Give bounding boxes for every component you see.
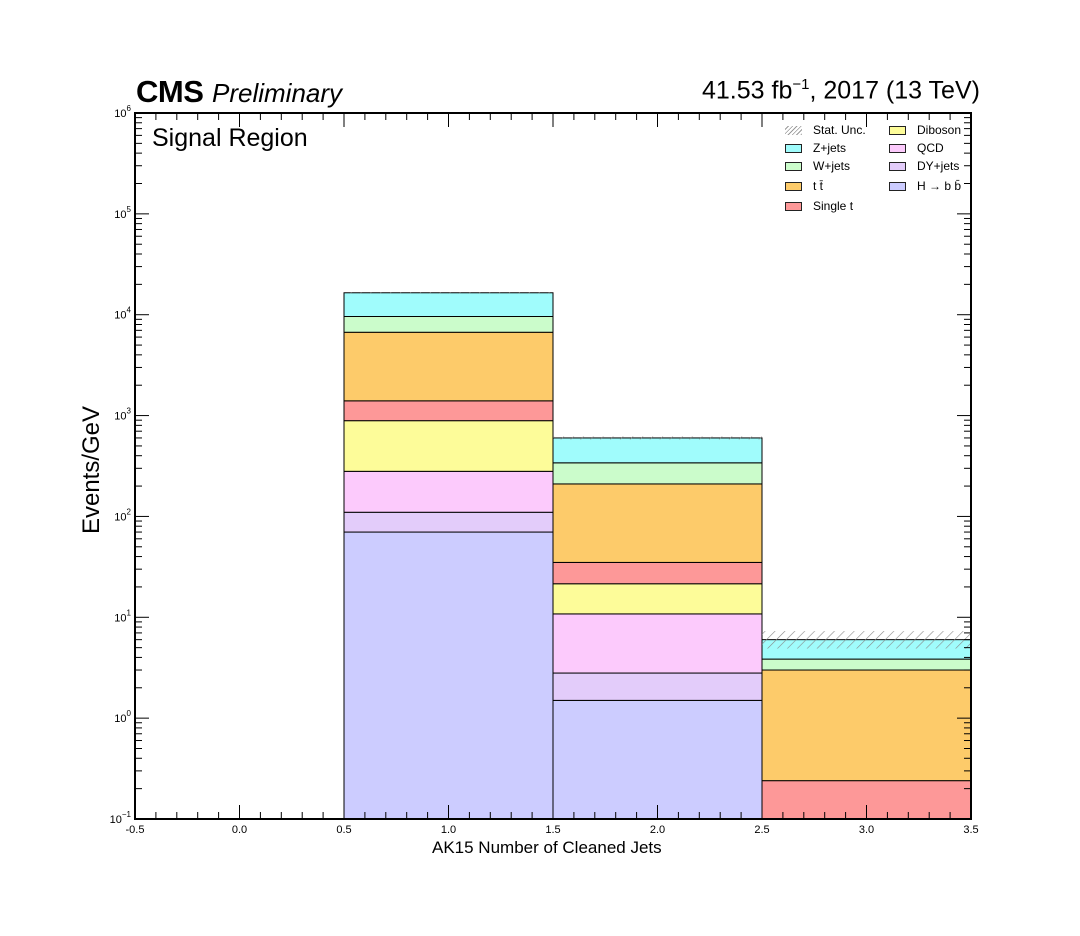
bar-single-t-bin-1 (343, 400, 554, 422)
x-axis-label: AK15 Number of Cleaned Jets (432, 838, 662, 857)
legend-item-diboson: Diboson (889, 123, 961, 137)
legend-label: Z+jets (813, 141, 847, 155)
y-tick-label: 103 (114, 407, 131, 423)
x-tick-label: 1.5 (545, 824, 560, 836)
region-label: Signal Region (152, 124, 308, 152)
bar-z-jets-bin-1 (343, 292, 554, 318)
legend-swatch (785, 201, 802, 211)
x-tick-label: 2.5 (754, 824, 769, 836)
bar-diboson-bin-1 (343, 420, 554, 472)
legend-swatch (889, 161, 906, 171)
x-tick-label: 0.0 (232, 824, 247, 836)
bar-single-t-bin-2 (552, 561, 763, 585)
lumi-rest: , 2017 (13 TeV) (809, 76, 980, 105)
bar-t-t-bin-3 (761, 669, 972, 782)
bar-w-jets-bin-3 (761, 658, 972, 671)
bar-diboson-bin-2 (552, 583, 763, 615)
legend-item-single-t: Single t (785, 199, 853, 213)
y-tick-label: 106 (114, 104, 131, 120)
legend-item-qcd: QCD (889, 141, 944, 155)
legend-label: Diboson (917, 123, 962, 137)
y-tick-label: 105 (114, 205, 131, 221)
bar-dy-jets-bin-1 (343, 511, 554, 533)
legend-swatch (889, 143, 906, 153)
legend-label: Stat. Unc. (813, 123, 866, 137)
legend-swatch (785, 143, 802, 153)
legend-label: t t̄ (813, 179, 824, 193)
stat-unc-bin-2 (553, 436, 762, 440)
y-tick-label: 100 (114, 709, 131, 725)
lumi-value: 41.53 fb (702, 76, 793, 105)
x-tick-label: 1.0 (441, 824, 456, 836)
legend-label: DY+jets (917, 159, 960, 173)
bar-qcd-bin-2 (552, 613, 763, 674)
legend-item-dy-jets: DY+jets (889, 159, 959, 173)
legend-swatch (889, 125, 906, 135)
bar-h-b-b-bin-2 (552, 699, 763, 820)
x-tick-label: 2.0 (650, 824, 665, 836)
bar-qcd-bin-1 (343, 470, 554, 513)
bar-dy-jets-bin-2 (552, 672, 763, 701)
y-axis-label: Events/GeV (78, 405, 105, 535)
x-tick-label: 3.0 (859, 824, 874, 836)
stat-uncertainty-band (344, 292, 971, 649)
bar-w-jets-bin-2 (552, 462, 763, 485)
stat-unc-bin-1 (344, 292, 553, 294)
axes (134, 112, 972, 820)
legend-item-w-jets: W+jets (785, 159, 850, 173)
y-tick-label: 102 (114, 507, 131, 523)
x-tick-label: -0.5 (126, 824, 145, 836)
legend-label: QCD (917, 141, 944, 155)
legend-label: W+jets (813, 159, 851, 173)
y-tick-label: 104 (114, 306, 131, 322)
stat-unc-bin-3 (762, 631, 971, 649)
status-label: Preliminary (212, 78, 343, 108)
lumi-exponent: −1 (792, 76, 810, 93)
bar-t-t-bin-1 (343, 331, 554, 402)
legend-item-h-b-b: H → b b̄ (889, 179, 961, 193)
legend-swatch (785, 181, 802, 191)
legend-label: Single t (813, 199, 854, 213)
legend-item-stat-unc: Stat. Unc. (785, 123, 866, 137)
legend-swatch (785, 161, 802, 171)
bar-z-jets-bin-2 (552, 437, 763, 464)
y-tick-label: 10−1 (110, 810, 132, 826)
bar-h-b-b-bin-1 (343, 531, 554, 820)
tick-labels: -0.5 0.0 0.5 1.0 1.5 2.0 2.5 3.0 3.5 10−1 100 101 10… (110, 104, 979, 836)
x-tick-label: 3.5 (963, 824, 978, 836)
y-tick-label: 101 (114, 608, 131, 624)
luminosity-label: 41.53 fb−1, 2017 (13 TeV) (702, 76, 980, 105)
legend-item-t-t: t t̄ (785, 179, 823, 193)
legend-item-z-jets: Z+jets (785, 141, 846, 155)
bar-w-jets-bin-1 (343, 316, 554, 333)
legend-swatch (785, 125, 802, 135)
legend-swatch (889, 181, 906, 191)
x-tick-label: 0.5 (336, 824, 351, 836)
histogram-bars (343, 292, 972, 820)
experiment-label: CMS (136, 74, 204, 109)
legend-label: H → b b̄ (917, 179, 962, 193)
bar-t-t-bin-2 (552, 483, 763, 563)
